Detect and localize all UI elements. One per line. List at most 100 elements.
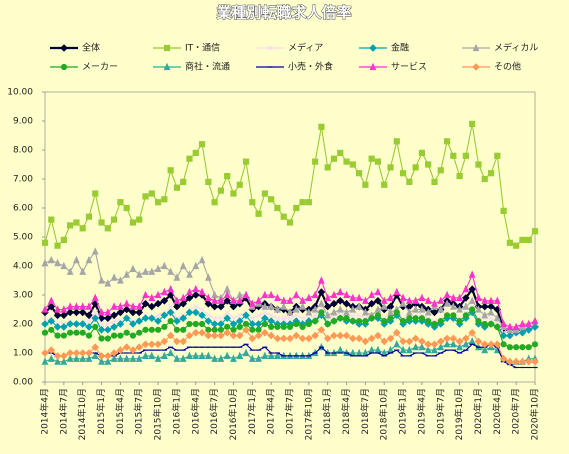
data-point [312,312,319,319]
data-point [506,357,514,366]
data-point [487,320,495,328]
data-point [299,302,306,310]
data-point [192,320,199,328]
data-point [412,164,419,171]
data-point [531,316,539,325]
data-point [355,302,363,310]
data-point [91,314,100,323]
data-point [481,175,488,183]
data-point [280,323,287,330]
data-point [323,302,332,311]
data-point [349,334,357,343]
data-point [242,320,250,328]
data-point [387,308,394,316]
data-point [217,315,224,322]
data-point [116,308,125,317]
data-point [230,315,237,322]
data-point [167,167,174,174]
data-point [475,293,482,301]
data-point [324,310,332,319]
data-point [274,315,281,322]
data-point [387,315,394,322]
data-point [399,293,407,301]
data-point [481,296,489,304]
x-tick-label: 2017年4月 [265,388,277,435]
data-point [462,312,469,319]
data-point [173,317,181,325]
data-point [367,299,376,308]
data-point [480,302,489,311]
data-point [362,318,369,325]
data-point [54,332,61,339]
data-point [110,354,118,362]
data-point [85,332,93,339]
data-point [185,308,194,317]
data-point [224,323,231,330]
x-tick-label: 2017年1月 [246,388,258,435]
data-point [330,318,338,325]
data-point [230,326,237,333]
data-point [129,219,137,226]
data-point [85,213,93,220]
data-point [41,305,49,313]
x-tick-label: 2016年4月 [189,388,201,435]
data-point [293,312,300,319]
data-point [474,337,483,346]
data-point [443,334,451,343]
data-point [488,315,494,322]
data-point [418,149,426,157]
data-point [424,296,432,304]
data-point [343,290,350,299]
data-point [393,138,400,145]
data-point [480,340,489,349]
data-point [198,287,206,296]
data-point [123,329,130,336]
series [41,306,539,351]
data-point [104,314,112,323]
series [41,270,539,330]
data-point [481,310,489,319]
data-point [104,352,112,360]
data-point [450,152,457,159]
data-point [85,323,93,331]
data-point [192,284,200,293]
data-point [443,339,451,348]
legend-label: 商社・流通 [185,61,230,73]
data-point [110,273,118,281]
data-point [418,293,426,301]
data-point [60,357,68,365]
data-point [223,314,231,323]
data-point [318,276,325,284]
data-point [148,293,156,301]
data-point [123,354,131,362]
data-point [191,328,200,337]
data-point [147,340,156,349]
data-point [154,299,162,308]
data-point [185,294,194,302]
legend-label: 全体 [82,42,100,54]
y-tick-label: 0.00 [13,378,33,388]
data-point [54,242,61,249]
data-point [41,239,49,246]
data-point [367,334,376,343]
data-point [405,345,413,354]
data-point [142,267,149,275]
data-point [198,320,206,328]
data-point [355,293,363,301]
data-point [110,349,118,357]
data-point [494,152,501,159]
data-point [167,267,175,275]
data-point [317,325,326,334]
data-point [154,354,162,362]
data-point [462,294,470,302]
data-point [129,346,137,354]
data-point [293,320,300,328]
data-point [443,138,451,145]
data-point [166,331,175,340]
data-point [236,181,243,188]
data-point [318,309,325,316]
data-point [286,296,294,304]
data-point [166,308,175,317]
data-point [136,216,143,223]
